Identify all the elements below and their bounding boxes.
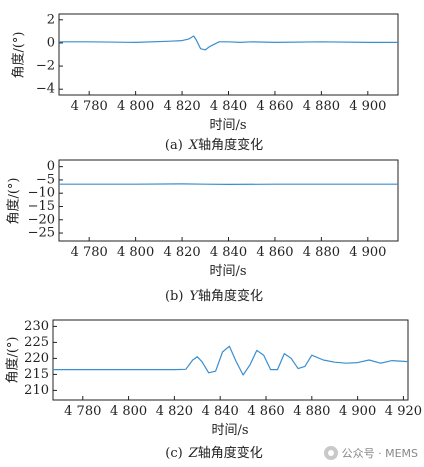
x-tick-label: 4 800 — [117, 99, 154, 114]
x-tick-label: 4 820 — [163, 245, 200, 260]
y-tick-label: −25 — [28, 226, 55, 241]
series-line — [53, 345, 409, 376]
wechat-icon — [323, 446, 338, 460]
x-tick-label: 4 820 — [163, 99, 200, 114]
y-tick-label: −20 — [28, 212, 55, 227]
x-tick-label: 4 840 — [210, 245, 247, 260]
x-ticks: 4 780 4 800 4 820 4 840 4 860 4 880 4 900 — [71, 237, 386, 260]
y-tick-label: 215 — [24, 367, 49, 382]
y-tick-label: 210 — [24, 383, 49, 398]
y-tick-label: 225 — [24, 335, 49, 350]
caption-axis: Z — [188, 446, 199, 461]
y-tick-label: 230 — [24, 319, 49, 334]
x-axis-title: 时间/s — [211, 423, 248, 438]
y-tick-label: −5 — [36, 172, 55, 187]
x-axis-title: 时间/s — [209, 118, 246, 133]
y-ticks: 0−5−10−15−20−25 — [28, 159, 63, 241]
x-tick-label: 4 860 — [256, 99, 293, 114]
x-tick-label: 4 860 — [256, 245, 293, 260]
y-axis-title: 角度/(°) — [6, 177, 22, 224]
plot-frame — [58, 159, 399, 242]
x-tick-label: 4 860 — [247, 404, 284, 419]
caption-suffix: 轴角度变化 — [198, 445, 263, 461]
x-axis-title: 时间/s — [209, 264, 246, 279]
x-tick-label: 4 900 — [339, 404, 376, 419]
caption-prefix: (c) — [165, 446, 182, 461]
panel-x-angle: 2 0 −2 −4 4 780 4 800 4 820 4 840 4 860 4 880 4 9… — [11, 12, 399, 153]
x-tick-label: 4 920 — [385, 404, 422, 419]
series-lines — [59, 183, 398, 185]
x-tick-label: 4 880 — [303, 99, 340, 114]
y-axis-title: 角度/(°) — [11, 31, 27, 78]
x-tick-label: 4 780 — [64, 404, 101, 419]
y-axis-title: 角度/(°) — [5, 336, 21, 383]
series-line — [59, 35, 398, 51]
plot-frame — [52, 319, 409, 401]
x-tick-label: 4 800 — [117, 245, 154, 260]
x-tick-label: 4 880 — [303, 245, 340, 260]
caption-axis: Y — [189, 289, 199, 304]
x-tick-label: 4 780 — [71, 99, 108, 114]
panel-caption: (b) Y轴角度变化 — [165, 288, 263, 304]
y-tick-label: 220 — [24, 351, 49, 366]
y-tick-label: 2 — [47, 12, 55, 27]
panel-caption: (c) Z轴角度变化 — [165, 445, 263, 461]
caption-prefix: (a) — [165, 138, 183, 153]
watermark: 公众号 · MEMS — [323, 445, 418, 461]
y-tick-label: 0 — [47, 35, 55, 50]
y-ticks: 2 0 −2 −4 — [36, 12, 63, 97]
series-line — [59, 183, 398, 185]
x-tick-label: 4 900 — [349, 245, 386, 260]
x-tick-label: 4 840 — [210, 99, 247, 114]
y-tick-label: −15 — [28, 199, 55, 214]
x-tick-label: 4 820 — [156, 404, 193, 419]
x-tick-label: 4 800 — [110, 404, 147, 419]
series-lines — [53, 345, 409, 376]
x-ticks: 4 780 4 800 4 820 4 840 4 860 4 880 4 900 — [71, 91, 386, 114]
caption-axis: X — [188, 138, 199, 153]
caption-prefix: (b) — [165, 289, 183, 304]
y-tick-label: 0 — [47, 159, 55, 174]
x-tick-label: 4 900 — [349, 99, 386, 114]
y-tick-label: −4 — [36, 82, 55, 97]
panel-y-angle: 0−5−10−15−20−25 4 780 4 800 4 820 4 840 4 86… — [6, 159, 399, 304]
y-tick-label: −10 — [28, 186, 55, 201]
y-tick-label: −2 — [36, 59, 55, 74]
x-ticks: 4 780 4 800 4 820 4 840 4 860 4 880 4 900 4 920 — [64, 396, 422, 419]
x-tick-label: 4 880 — [293, 404, 330, 419]
x-tick-label: 4 840 — [202, 404, 239, 419]
caption-suffix: 轴角度变化 — [198, 288, 263, 304]
watermark-text: 公众号 · MEMS — [341, 447, 418, 460]
series-lines — [59, 35, 398, 51]
caption-suffix: 轴角度变化 — [198, 137, 263, 153]
plot-frame — [58, 13, 399, 96]
x-tick-label: 4 780 — [71, 245, 108, 260]
panel-caption: (a) X轴角度变化 — [165, 137, 263, 153]
